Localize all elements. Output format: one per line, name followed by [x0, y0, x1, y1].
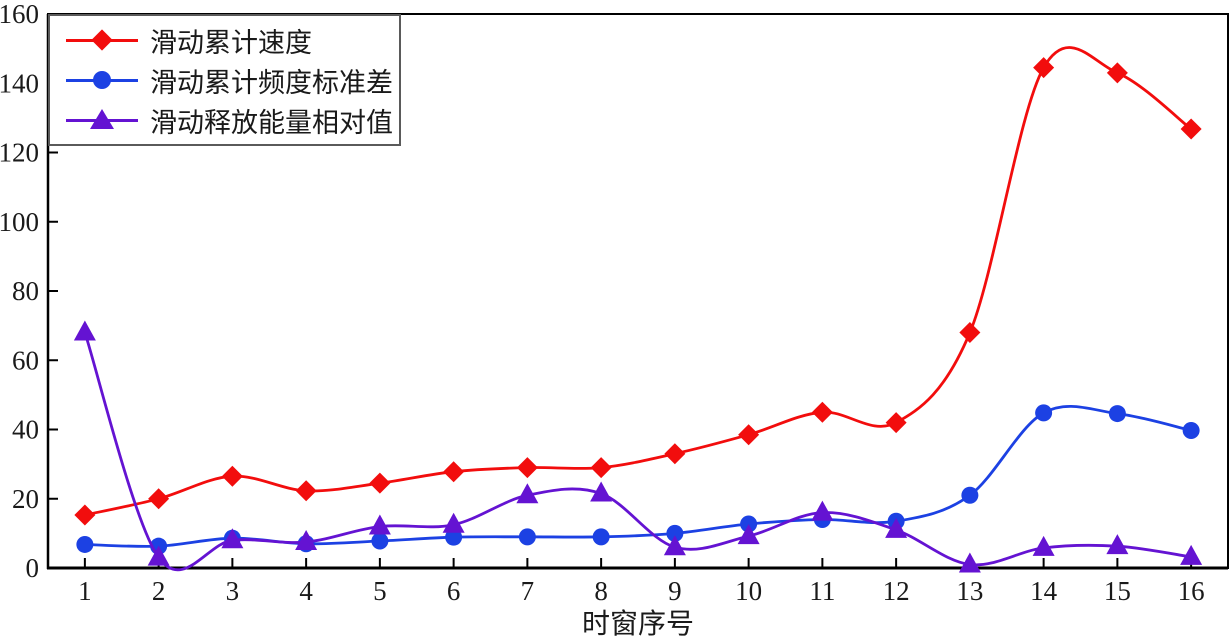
data-point-circle [76, 535, 94, 553]
x-tick-label: 4 [299, 576, 313, 606]
data-point-diamond [664, 443, 686, 465]
data-point-diamond [590, 457, 612, 479]
x-tick-label: 8 [594, 576, 608, 606]
circle-marker-icon [93, 71, 111, 89]
data-point-triangle [1106, 534, 1129, 555]
x-tick-label: 1 [78, 576, 92, 606]
data-point-diamond [369, 472, 391, 494]
x-tick-label: 14 [1030, 576, 1058, 606]
data-point-triangle [147, 545, 170, 566]
data-point-triangle [442, 512, 465, 533]
legend-label: 滑动释放能量相对值 [150, 107, 393, 138]
legend-keyline [66, 29, 138, 51]
data-point-circle [592, 528, 610, 546]
triangle-marker-icon [90, 109, 114, 129]
x-tick-label: 6 [447, 576, 461, 606]
data-point-circle [740, 515, 758, 533]
data-point-triangle [1180, 544, 1203, 565]
data-point-diamond [295, 480, 317, 502]
data-point-triangle [811, 500, 834, 521]
data-point-triangle [221, 528, 244, 549]
legend-keyline [66, 109, 138, 129]
y-tick-label: 80 [12, 276, 39, 306]
data-point-diamond [811, 401, 833, 423]
data-point-triangle [590, 481, 613, 502]
x-tick-label: 15 [1104, 576, 1131, 606]
legend-label: 滑动累计频度标准差 [150, 67, 393, 98]
data-point-circle [1182, 422, 1200, 440]
data-point-triangle [737, 524, 760, 545]
x-tick-label: 9 [668, 576, 682, 606]
x-tick-label: 11 [809, 576, 835, 606]
data-point-triangle [663, 535, 686, 556]
y-tick-label: 160 [0, 0, 39, 29]
data-point-diamond [959, 322, 981, 344]
data-point-triangle [73, 320, 96, 341]
legend-label: 滑动累计速度 [150, 27, 312, 58]
data-point-triangle [368, 514, 391, 535]
data-point-diamond [1180, 118, 1202, 140]
y-tick-label: 0 [26, 553, 40, 583]
data-point-diamond [74, 504, 96, 526]
legend-item-sliding-released-energy-relative: 滑动释放能量相对值 [66, 101, 399, 139]
y-tick-label: 40 [12, 415, 39, 445]
series-line-0 [83, 46, 1193, 517]
x-tick-label: 3 [226, 576, 240, 606]
data-point-triangle [885, 517, 908, 538]
legend: 滑动累计速度 滑动累计频度标准差 滑动释放能量相对值 [48, 14, 401, 146]
data-point-circle [371, 532, 389, 550]
x-tick-label: 7 [521, 576, 535, 606]
data-point-diamond [221, 465, 243, 487]
y-tick-label: 120 [0, 138, 39, 168]
y-tick-label: 60 [12, 345, 39, 375]
data-point-diamond [885, 412, 907, 434]
y-tick-label: 100 [0, 207, 39, 237]
data-point-triangle [958, 552, 981, 573]
diamond-marker-icon [91, 29, 113, 51]
data-point-circle [961, 486, 979, 504]
x-tick-label: 16 [1178, 576, 1205, 606]
data-point-diamond [516, 457, 538, 479]
legend-keyline [66, 71, 138, 89]
data-point-triangle [1032, 535, 1055, 556]
data-point-circle [666, 524, 684, 542]
data-point-diamond [443, 461, 465, 483]
data-point-circle [1035, 404, 1053, 422]
data-point-diamond [738, 424, 760, 446]
x-tick-label: 2 [152, 576, 166, 606]
data-point-circle [518, 528, 536, 546]
x-tick-label: 13 [956, 576, 983, 606]
legend-item-sliding-cumulative-frequency-std: 滑动累计频度标准差 [66, 61, 399, 99]
data-point-diamond [1106, 62, 1128, 84]
x-tick-label: 12 [883, 576, 910, 606]
data-point-diamond [148, 488, 170, 510]
x-tick-label: 10 [735, 576, 762, 606]
x-tick-label: 5 [373, 576, 387, 606]
legend-item-sliding-cumulative-velocity: 滑动累计速度 [66, 21, 399, 59]
data-point-triangle [295, 530, 318, 551]
data-point-triangle [516, 483, 539, 504]
data-point-circle [1108, 405, 1126, 423]
y-tick-label: 20 [12, 484, 39, 514]
x-axis-title: 时窗序号 [582, 608, 694, 640]
data-point-circle [445, 528, 463, 546]
y-tick-label: 140 [0, 68, 39, 98]
data-point-diamond [1033, 57, 1055, 79]
